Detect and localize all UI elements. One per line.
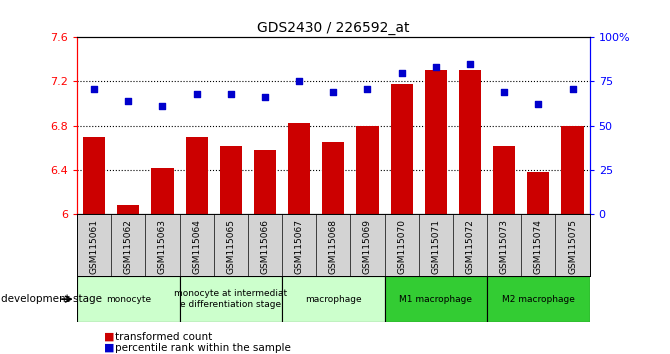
Text: ■: ■ [104, 332, 115, 342]
Point [260, 95, 271, 100]
Text: M2 macrophage: M2 macrophage [502, 295, 575, 304]
Point [397, 70, 407, 75]
Bar [83, 137, 105, 214]
Bar [77, 276, 180, 322]
Text: GSM115066: GSM115066 [261, 219, 269, 274]
Point [192, 91, 202, 97]
Point [293, 79, 304, 84]
Bar [186, 137, 208, 214]
Text: percentile rank within the sample: percentile rank within the sample [115, 343, 291, 353]
Bar [391, 84, 413, 214]
Bar [487, 276, 590, 322]
Text: GSM115074: GSM115074 [534, 219, 543, 274]
Text: GSM115070: GSM115070 [397, 219, 406, 274]
Text: ■: ■ [104, 343, 115, 353]
Bar [425, 70, 447, 214]
Text: GSM115064: GSM115064 [192, 219, 201, 274]
Point [123, 98, 134, 104]
Text: GSM115075: GSM115075 [568, 219, 577, 274]
Bar [356, 126, 379, 214]
Text: development stage: development stage [1, 294, 103, 304]
Text: GSM115069: GSM115069 [363, 219, 372, 274]
Point [88, 86, 99, 91]
Bar [117, 205, 139, 214]
Point [431, 64, 442, 70]
Point [362, 86, 373, 91]
Bar [220, 145, 242, 214]
Text: M1 macrophage: M1 macrophage [399, 295, 472, 304]
Text: GSM115067: GSM115067 [295, 219, 304, 274]
Point [567, 86, 578, 91]
Point [225, 91, 236, 97]
Text: monocyte at intermediat
e differentiation stage: monocyte at intermediat e differentiatio… [174, 290, 287, 309]
Point [157, 103, 168, 109]
Text: GSM115071: GSM115071 [431, 219, 440, 274]
Text: GSM115061: GSM115061 [90, 219, 98, 274]
Text: GSM115063: GSM115063 [158, 219, 167, 274]
Point [498, 89, 510, 95]
Bar [527, 172, 549, 214]
Text: GSM115068: GSM115068 [329, 219, 338, 274]
Bar [459, 70, 481, 214]
Text: GSM115072: GSM115072 [466, 219, 474, 274]
Bar [322, 142, 344, 214]
Point [465, 61, 476, 67]
Point [533, 102, 544, 107]
Bar [288, 124, 310, 214]
Bar [180, 276, 282, 322]
Text: GSM115065: GSM115065 [226, 219, 235, 274]
Point [328, 89, 338, 95]
Bar [254, 150, 276, 214]
Title: GDS2430 / 226592_at: GDS2430 / 226592_at [257, 21, 409, 35]
Text: monocyte: monocyte [106, 295, 151, 304]
Bar [493, 145, 515, 214]
Text: GSM115073: GSM115073 [500, 219, 509, 274]
Text: macrophage: macrophage [305, 295, 362, 304]
Bar [385, 276, 487, 322]
Text: transformed count: transformed count [115, 332, 212, 342]
Bar [151, 168, 174, 214]
Text: GSM115062: GSM115062 [124, 219, 133, 274]
Bar [282, 276, 385, 322]
Bar [561, 126, 584, 214]
